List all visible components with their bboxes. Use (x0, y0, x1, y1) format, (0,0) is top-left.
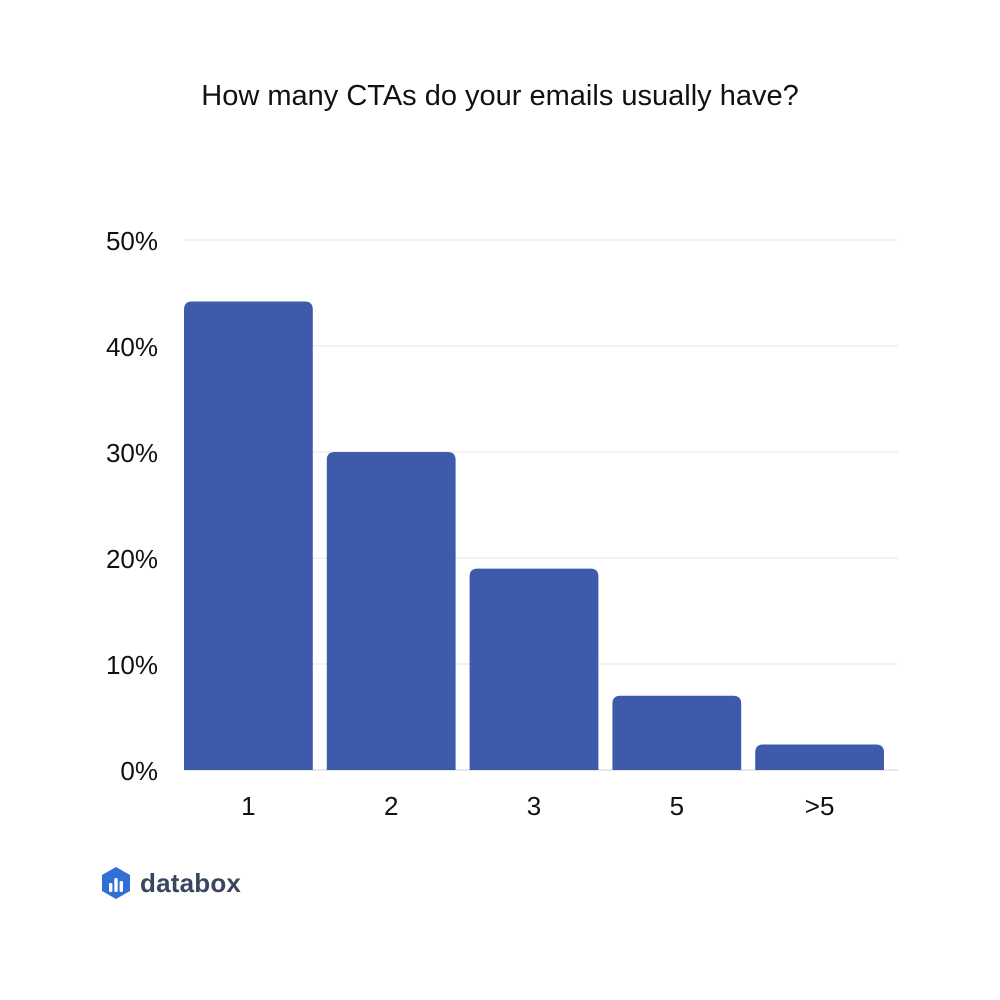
x-tick-label: 3 (527, 791, 541, 821)
x-tick-label: 2 (384, 791, 398, 821)
bar-2 (326, 452, 456, 770)
y-tick-label: 10% (106, 650, 158, 680)
bar-3 (469, 568, 599, 770)
bar-5 (755, 744, 884, 770)
y-tick-label: 40% (106, 332, 158, 362)
y-tick-label: 50% (106, 226, 158, 256)
chart-title: How many CTAs do your emails usually hav… (201, 80, 799, 112)
y-tick-label: 20% (106, 544, 158, 574)
bars (184, 301, 884, 770)
x-tick-label: 1 (241, 791, 255, 821)
y-tick-label: 0% (120, 756, 158, 786)
bar-1 (184, 301, 313, 770)
x-tick-label: 5 (670, 791, 684, 821)
bar-4 (612, 695, 742, 770)
x-tick-label: >5 (805, 791, 835, 821)
logo-text: databox (140, 867, 242, 898)
databox-bars-icon (102, 867, 130, 899)
databox-logo: databox (100, 866, 241, 900)
x-axis-ticks: 1 2 3 5 >5 (241, 791, 834, 821)
y-tick-label: 30% (106, 438, 158, 468)
y-axis-ticks: 0% 10% 20% 30% 40% 50% (106, 226, 158, 786)
